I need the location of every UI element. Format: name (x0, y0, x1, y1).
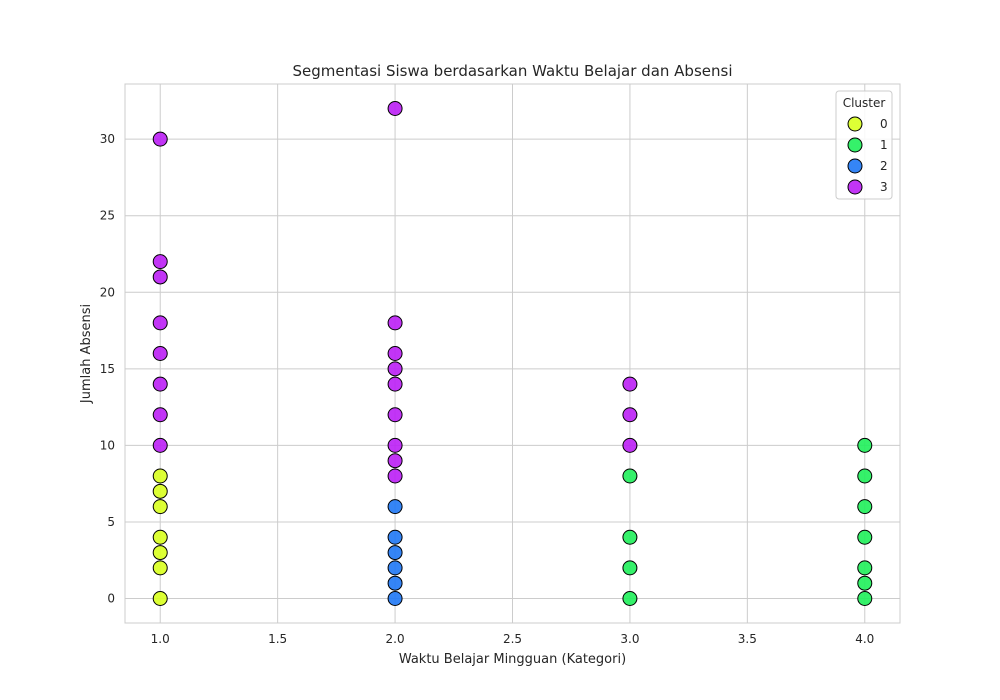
data-points (152, 101, 873, 606)
data-point-cluster-3 (387, 376, 403, 392)
data-point-cluster-2 (387, 575, 403, 591)
legend-marker (847, 137, 863, 153)
data-point-cluster-1 (857, 591, 873, 606)
data-point-cluster-2 (387, 529, 403, 545)
data-point-cluster-0 (152, 545, 168, 561)
data-point-cluster-2 (387, 545, 403, 561)
data-point-cluster-0 (152, 499, 168, 515)
data-point-cluster-3 (387, 101, 403, 116)
legend-marker (847, 179, 863, 195)
data-point-cluster-1 (622, 529, 638, 545)
x-axis-ticks: 1.0 1.5 2.0 2.5 3.0 3.5 4.0 (151, 632, 875, 646)
legend-items: 0 1 2 3 (847, 116, 888, 195)
data-point-cluster-3 (622, 407, 638, 423)
data-point-cluster-1 (857, 529, 873, 545)
x-tick-label: 4.0 (855, 632, 874, 646)
data-point-cluster-3 (152, 315, 168, 331)
y-axis-ticks: 0 5 10 15 20 25 30 (100, 132, 115, 605)
x-tick-label: 2.5 (503, 632, 522, 646)
data-point-cluster-1 (857, 437, 873, 453)
data-point-cluster-1 (857, 560, 873, 576)
y-tick-label: 30 (100, 132, 115, 146)
y-tick-label: 0 (107, 592, 115, 606)
data-point-cluster-1 (857, 575, 873, 591)
data-point-cluster-1 (622, 591, 638, 606)
data-point-cluster-0 (152, 560, 168, 576)
data-point-cluster-0 (152, 483, 168, 499)
data-point-cluster-1 (857, 499, 873, 515)
y-tick-label: 15 (100, 362, 115, 376)
data-point-cluster-3 (387, 361, 403, 377)
legend-label: 3 (880, 180, 888, 194)
x-axis-label: Waktu Belajar Mingguan (Kategori) (399, 652, 626, 667)
data-point-cluster-3 (622, 376, 638, 392)
data-point-cluster-3 (152, 131, 168, 147)
chart-title: Segmentasi Siswa berdasarkan Waktu Belaj… (293, 62, 733, 80)
data-point-cluster-3 (152, 346, 168, 361)
data-point-cluster-0 (152, 529, 168, 545)
x-tick-label: 3.5 (738, 632, 757, 646)
y-tick-label: 10 (100, 438, 115, 452)
data-point-cluster-3 (152, 269, 168, 285)
data-point-cluster-2 (387, 591, 403, 606)
data-point-cluster-0 (152, 591, 168, 606)
data-point-cluster-3 (387, 407, 403, 423)
data-point-cluster-1 (622, 560, 638, 576)
data-point-cluster-3 (152, 437, 168, 453)
legend-label: 0 (880, 117, 888, 131)
legend-label: 2 (880, 159, 888, 173)
legend-marker (847, 116, 863, 132)
data-point-cluster-0 (152, 468, 168, 484)
plot-frame (124, 83, 901, 624)
x-tick-label: 1.5 (268, 632, 287, 646)
x-tick-label: 3.0 (620, 632, 639, 646)
x-tick-label: 1.0 (151, 632, 170, 646)
y-tick-label: 5 (107, 515, 115, 529)
x-tick-label: 2.0 (386, 632, 405, 646)
y-axis-label: Jumlah Absensi (79, 304, 94, 404)
data-point-cluster-2 (387, 499, 403, 515)
data-point-cluster-3 (387, 315, 403, 331)
y-tick-label: 25 (100, 209, 115, 223)
data-point-cluster-3 (387, 453, 403, 469)
legend-label: 1 (880, 138, 888, 152)
legend-title: Cluster (843, 96, 886, 110)
data-point-cluster-3 (622, 437, 638, 453)
legend-box (835, 90, 893, 200)
data-point-cluster-3 (152, 376, 168, 392)
data-point-cluster-2 (387, 560, 403, 576)
data-point-cluster-3 (152, 407, 168, 423)
data-point-cluster-3 (387, 468, 403, 484)
data-point-cluster-3 (152, 254, 168, 270)
y-tick-label: 20 (100, 285, 115, 299)
data-point-cluster-1 (857, 468, 873, 484)
data-point-cluster-3 (387, 346, 403, 361)
legend: Cluster 0 1 2 3 (835, 90, 893, 200)
data-point-cluster-3 (387, 437, 403, 453)
data-point-cluster-1 (622, 468, 638, 484)
legend-marker (847, 158, 863, 174)
